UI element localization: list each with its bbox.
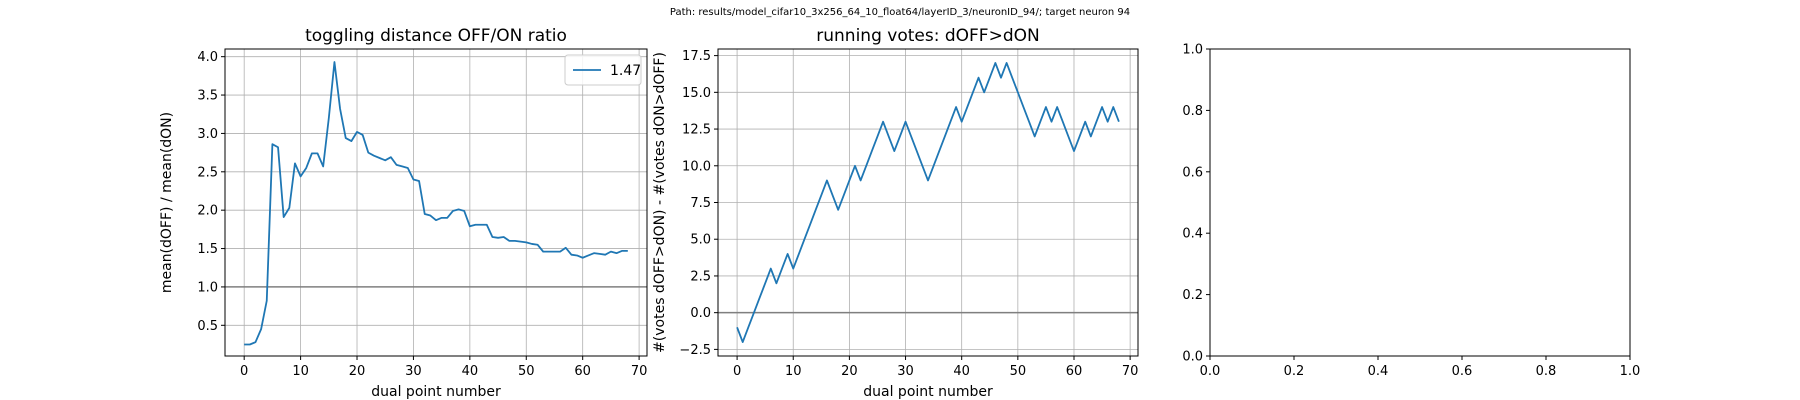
x-tick-label: 50 xyxy=(518,364,535,379)
panel-ratio-y-axis-label: mean(dOFF) / mean(dON) xyxy=(159,112,175,293)
panel-votes-grid xyxy=(718,49,1138,356)
y-tick-label: 10.0 xyxy=(682,159,711,174)
x-tick-label: 0 xyxy=(240,364,248,379)
y-tick-label: 0.8 xyxy=(1182,104,1203,119)
x-tick-label: 0 xyxy=(733,364,741,379)
y-tick-label: 12.5 xyxy=(682,123,711,138)
panel-votes-y-axis-label: #(votes dOFF>dON) - #(votes dON>dOFF) xyxy=(652,52,668,353)
panel-empty: 0.0 0.2 0.4 0.6 0.8 1.0 0.0 0.2 0.4 0.6 0.8 1.0 xyxy=(1182,43,1640,380)
x-tick-label: 10 xyxy=(785,364,802,379)
panel-ratio-legend: 1.47 xyxy=(564,54,642,86)
x-tick-label: 50 xyxy=(1010,364,1027,379)
x-tick-label: 10 xyxy=(292,364,309,379)
panel-empty-axes-frame xyxy=(1209,48,1631,357)
x-tick-label: 0.0 xyxy=(1200,364,1221,379)
legend-box xyxy=(564,54,642,86)
x-tick-label: 0.4 xyxy=(1368,364,1389,379)
y-tick-label: 1.0 xyxy=(197,280,218,295)
panel-ratio-grid xyxy=(225,49,647,356)
y-tick-label: 17.5 xyxy=(682,49,711,64)
y-tick-label: 0.4 xyxy=(1182,227,1203,242)
panel-votes-title: running votes: dOFF>dON xyxy=(816,26,1039,46)
panel-votes-x-axis-label: dual point number xyxy=(863,384,993,400)
x-tick-label: 30 xyxy=(405,364,422,379)
x-tick-label: 40 xyxy=(953,364,970,379)
y-tick-label: 7.5 xyxy=(690,196,711,211)
x-tick-label: 60 xyxy=(1066,364,1083,379)
panel-votes-series xyxy=(736,62,1120,343)
x-tick-label: 70 xyxy=(631,364,648,379)
y-tick-label: 15.0 xyxy=(682,86,711,101)
x-tick-label: 1.0 xyxy=(1620,364,1641,379)
x-tick-label: 0.6 xyxy=(1452,364,1473,379)
y-tick-label: 2.5 xyxy=(690,269,711,284)
y-tick-label: 4.0 xyxy=(197,50,218,65)
panel-ratio: 0 10 20 30 40 50 60 700.51.01.52.02.53.03.54.0 … xyxy=(159,26,648,400)
panel-ratio-title: toggling distance OFF/ON ratio xyxy=(305,26,567,46)
x-tick-label: 60 xyxy=(574,364,591,379)
y-tick-label: 0.2 xyxy=(1182,288,1203,303)
panel-ratio-series xyxy=(244,61,628,346)
y-tick-label: 3.0 xyxy=(197,127,218,142)
panel-votes: 0 10 20 30 40 50 60 70 −2.5 0.0 2.5 5.0 7.5 10.0 12.5 1… xyxy=(652,26,1139,400)
y-tick-label: 1.0 xyxy=(1182,43,1203,58)
series-line xyxy=(244,61,628,346)
x-tick-label: 0.8 xyxy=(1536,364,1557,379)
series-line xyxy=(736,62,1120,343)
x-tick-label: 0.2 xyxy=(1284,364,1305,379)
y-tick-label: 2.5 xyxy=(197,165,218,180)
figure-suptitle: Path: results/model_cifar10_3x256_64_10_… xyxy=(670,7,1130,18)
panel-votes-ticks: 0 10 20 30 40 50 60 70 −2.5 0.0 2.5 5.0 7.5 10.0 12.5 1… xyxy=(679,49,1138,379)
y-tick-label: 0.5 xyxy=(197,319,218,334)
y-tick-label: 0.6 xyxy=(1182,165,1203,180)
x-tick-label: 30 xyxy=(897,364,914,379)
panel-ratio-x-axis-label: dual point number xyxy=(371,384,501,400)
x-tick-label: 40 xyxy=(462,364,479,379)
y-tick-label: 0.0 xyxy=(1182,350,1203,365)
y-tick-label: 1.5 xyxy=(197,242,218,257)
x-tick-label: 20 xyxy=(841,364,858,379)
panel-ratio-ticks: 0 10 20 30 40 50 60 70 0.5 1.0 1.5 2.0 2.5 3.0 3.5 4.0 xyxy=(197,50,647,379)
legend-entry-label: 1.47 xyxy=(610,63,641,79)
x-tick-label: 70 xyxy=(1122,364,1139,379)
y-tick-label: 0.0 xyxy=(690,306,711,321)
y-tick-label: 2.0 xyxy=(197,204,218,219)
panel-empty-ticks: 0.0 0.2 0.4 0.6 0.8 1.0 0.0 0.2 0.4 0.6 0.8 1.0 xyxy=(1182,43,1640,380)
x-tick-label: 20 xyxy=(349,364,366,379)
y-tick-label: 3.5 xyxy=(197,89,218,104)
y-tick-label: −2.5 xyxy=(679,343,711,358)
y-tick-label: 5.0 xyxy=(690,233,711,248)
panel-ratio-axes-frame xyxy=(224,48,648,357)
